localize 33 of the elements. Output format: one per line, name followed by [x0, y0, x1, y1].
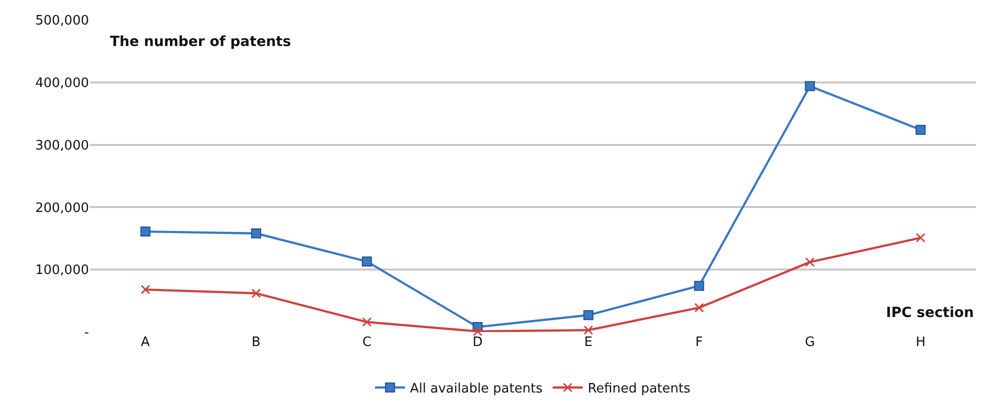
point	[583, 310, 594, 320]
x-tick-label: H	[916, 335, 926, 350]
y-tick-label: -	[84, 326, 90, 341]
point	[362, 317, 372, 327]
point	[584, 325, 594, 335]
point	[140, 284, 150, 294]
x-axis-title: IPC section	[886, 305, 974, 321]
point	[916, 233, 926, 243]
x-tick-label: C	[362, 335, 372, 350]
y-tick-label: 100,000	[35, 263, 89, 278]
point	[694, 280, 704, 291]
x-tick-label: D	[472, 335, 483, 350]
x-tick-label: A	[140, 335, 150, 350]
legend-label: Refined patents	[588, 382, 691, 397]
point	[251, 288, 261, 298]
point	[804, 81, 815, 92]
point	[472, 326, 482, 336]
y-tick-label: 200,000	[35, 200, 89, 216]
point	[140, 226, 150, 237]
x-tick-label: E	[584, 335, 592, 350]
legend-label: All available patents	[410, 382, 543, 397]
x-tick-label: G	[804, 335, 815, 350]
y-tick-label: 400,000	[35, 76, 89, 91]
y-tick-label: 500,000	[35, 14, 89, 29]
x-tick-label: F	[695, 335, 703, 350]
point	[251, 228, 262, 238]
y-tick-label: 300,000	[35, 138, 89, 154]
point	[916, 124, 926, 135]
point	[694, 302, 704, 312]
point	[805, 257, 815, 267]
y-axis-title: The number of patents	[110, 34, 291, 50]
point	[362, 256, 372, 266]
x-tick-label: B	[252, 335, 261, 350]
